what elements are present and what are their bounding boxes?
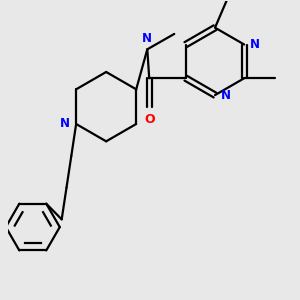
Text: N: N [59, 118, 69, 130]
Text: O: O [144, 113, 154, 126]
Text: N: N [250, 38, 260, 51]
Text: N: N [142, 32, 152, 46]
Text: N: N [221, 88, 231, 102]
